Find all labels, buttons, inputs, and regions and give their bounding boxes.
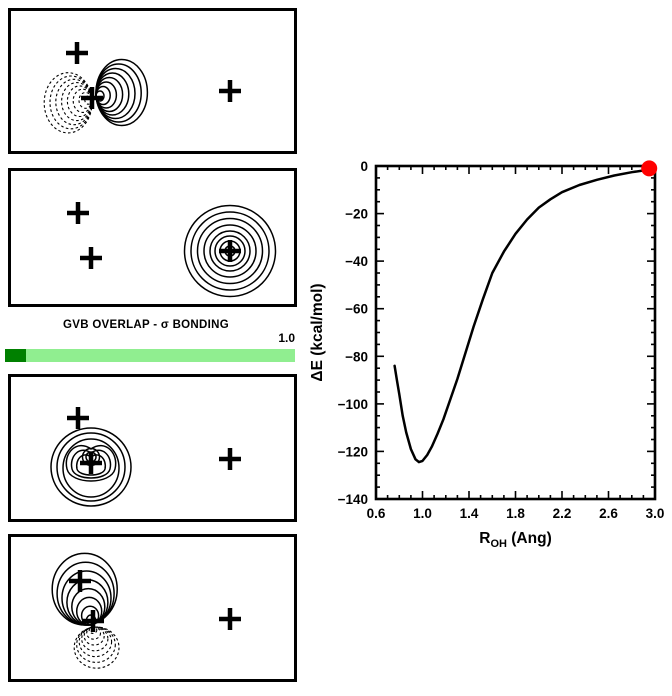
negative-phase-contours	[43, 72, 93, 134]
y-tick-label: 0	[360, 159, 368, 174]
orbital-panel-h-1s	[8, 168, 297, 307]
x-tick-label: 0.6	[367, 506, 386, 521]
x-tick-label: 2.2	[553, 506, 572, 521]
nuclei-cross-markers	[67, 202, 241, 269]
tick-marks	[375, 165, 656, 500]
x-axis-label: ROH (Ang)	[479, 530, 551, 550]
x-tick-label: 1.8	[506, 506, 525, 521]
negative-phase-contours	[73, 626, 120, 669]
orbital-contours-2	[67, 202, 277, 298]
y-tick-label: −60	[345, 302, 368, 317]
orbital-panel-o-lone-pair	[8, 374, 297, 522]
x-tick-label: 1.0	[413, 506, 432, 521]
orbital-contours-1	[43, 42, 241, 134]
orbital-contours-3	[50, 407, 241, 507]
orbital-panel-o-hybrid	[8, 534, 297, 682]
overlap-bar-track	[5, 349, 295, 362]
plot-frame	[374, 164, 657, 501]
positive-phase-contours	[51, 552, 118, 626]
positive-phase-contours	[95, 58, 149, 127]
y-axis-label: ΔE (kcal/mol)	[309, 283, 326, 381]
x-tick-label: 1.4	[460, 506, 479, 521]
y-tick-label: −140	[338, 492, 368, 507]
nuclei-cross-markers	[69, 570, 241, 632]
current-geometry-marker	[641, 160, 658, 177]
x-tick-label: 3.0	[646, 506, 665, 521]
orbital-panel-bond-pair-o	[8, 8, 297, 154]
overlap-title: GVB OVERLAP - σ BONDING	[63, 319, 229, 331]
y-tick-label: −20	[345, 207, 368, 222]
nuclei-cross-markers	[66, 42, 241, 109]
y-tick-label: −40	[345, 254, 368, 269]
potential-energy-curve	[393, 168, 651, 464]
y-tick-label: −120	[338, 444, 368, 459]
nuclei-cross-markers	[67, 407, 241, 474]
overlap-scale-max-label: 1.0	[278, 331, 295, 345]
energy-plot-svg: 0.6 1.0 1.4 1.8 2.2 2.6 3.0 0 −20 −40 −60 −80 −100 −1…	[309, 159, 665, 550]
y-tick-label: −80	[345, 349, 368, 364]
orbital-contours-4	[51, 552, 241, 669]
y-tick-label: −100	[338, 397, 368, 412]
overlap-bar-fill	[5, 349, 26, 362]
x-tick-label: 2.6	[599, 506, 618, 521]
